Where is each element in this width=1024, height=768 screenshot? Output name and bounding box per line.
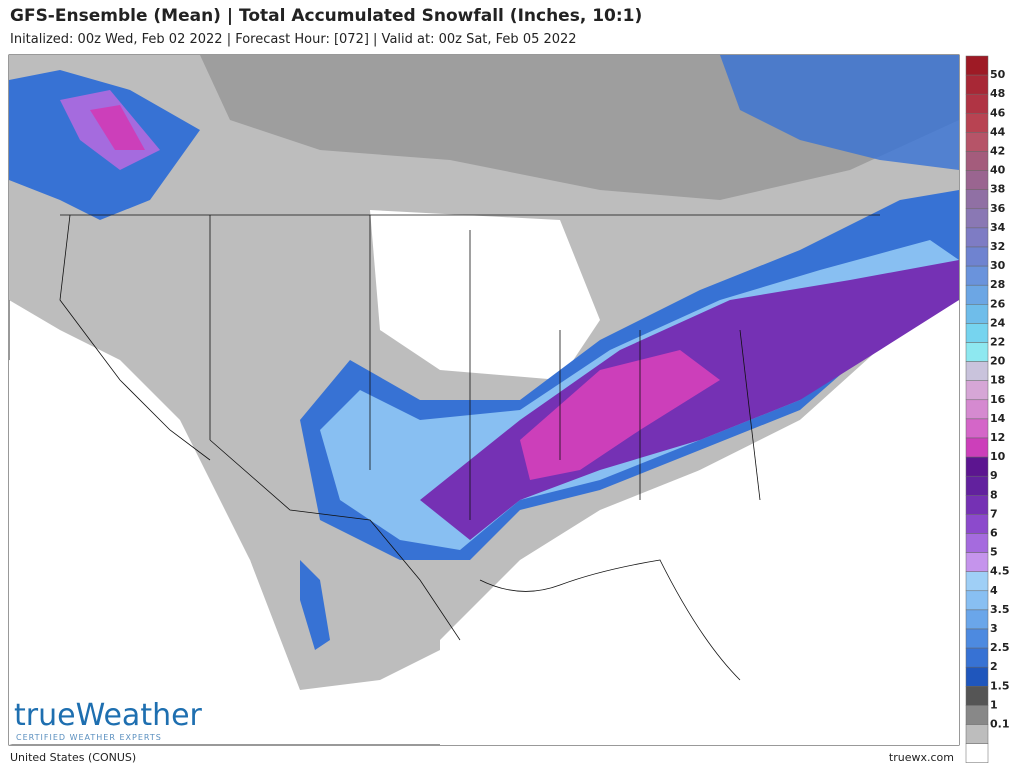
subtitle: Initalized: 00z Wed, Feb 02 2022 | Forec… [10,32,577,47]
colorbar-label: 50 [990,68,1006,81]
colorbar-swatch [965,475,989,496]
colorbar-swatch [965,552,989,572]
colorbar-label: 1 [990,698,998,711]
colorbar-label: 6 [990,527,998,540]
colorbar-label: 0.1 [990,718,1010,731]
colorbar-label: 22 [990,336,1005,349]
colorbar-swatch [965,628,989,649]
colorbar-label: 2 [990,660,998,673]
colorbar-swatch [965,437,989,458]
colorbar-swatch [965,227,989,248]
colorbar-swatch [965,514,989,534]
colorbar-label: 26 [990,297,1006,310]
colorbar-swatch [965,724,989,744]
colorbar-label: 10 [990,450,1006,463]
borders [59,214,880,681]
footer-right: truewx.com [888,751,954,764]
colorbar-swatch [965,590,989,611]
colorbar-label: 46 [990,106,1006,119]
colorbar-swatch [965,686,989,706]
colorbar-swatch [965,246,989,267]
colorbar-label: 18 [990,374,1005,387]
colorbar-label: 9 [990,469,998,482]
colorbar-label: 38 [990,183,1005,196]
colorbar-swatch [965,265,989,286]
colorbar-swatch [965,456,989,477]
colorbar-swatch [965,151,989,171]
colorbar-swatch [965,399,989,420]
colorbar-label: 14 [990,412,1006,425]
colorbar-swatch [965,132,989,152]
colorbar-label: 20 [990,355,1006,368]
colorbar-label: 16 [990,393,1006,406]
colorbar-swatch [965,55,989,76]
colorbar-label: 36 [990,202,1006,215]
colorbar-label: 28 [990,278,1005,291]
colorbar-swatch [965,418,989,439]
colorbar-swatch [965,571,989,592]
colorbar-swatch [965,284,989,305]
snow-field [9,55,959,745]
colorbar-label: 32 [990,240,1005,253]
footer-left: United States (CONUS) [10,751,137,764]
colorbar-swatch [965,304,989,324]
colorbar-swatch [965,743,989,763]
colorbar-swatch [965,93,989,114]
colorbar-label: 44 [990,125,1006,138]
colorbar-swatch [965,208,989,229]
colorbar-label: 12 [990,431,1005,444]
colorbar-label: 42 [990,145,1005,158]
colorbar-label: 3.5 [990,603,1010,616]
logo-tagline: CERTIFIED WEATHER EXPERTS [16,733,162,742]
colorbar-label: 48 [990,87,1005,100]
colorbar-swatch [965,533,989,553]
colorbar-label: 40 [990,164,1006,177]
title: GFS-Ensemble (Mean) | Total Accumulated … [10,6,643,26]
colorbar-swatch [965,705,989,725]
colorbar-label: 30 [990,259,1006,272]
colorbar-swatch [965,495,989,515]
colorbar-swatch [965,113,989,133]
colorbar-swatch [965,170,989,190]
colorbar-swatch [965,323,989,343]
colorbar-swatch [965,74,989,95]
colorbar-swatch [965,189,989,210]
colorbar-label: 4.5 [990,565,1010,578]
colorbar-swatch [965,666,989,687]
colorbar-label: 8 [990,488,998,501]
colorbar-label: 4 [990,584,998,597]
colorbar-swatch [965,609,989,630]
colorbar-swatch [965,380,989,401]
colorbar-swatch [965,647,989,668]
colorbar-label: 5 [990,546,998,559]
colorbar-swatch [965,361,989,381]
colorbar-label: 2.5 [990,641,1010,654]
colorbar-label: 24 [990,316,1006,329]
colorbar-label: 1.5 [990,679,1010,692]
logo: trueWeather [14,698,202,733]
colorbar-label: 7 [990,507,998,520]
colorbar-label: 34 [990,221,1006,234]
colorbar: 5048464442403836343230282624222018161412… [965,55,1010,763]
colorbar-swatch [965,342,989,362]
colorbar-label: 3 [990,622,998,635]
